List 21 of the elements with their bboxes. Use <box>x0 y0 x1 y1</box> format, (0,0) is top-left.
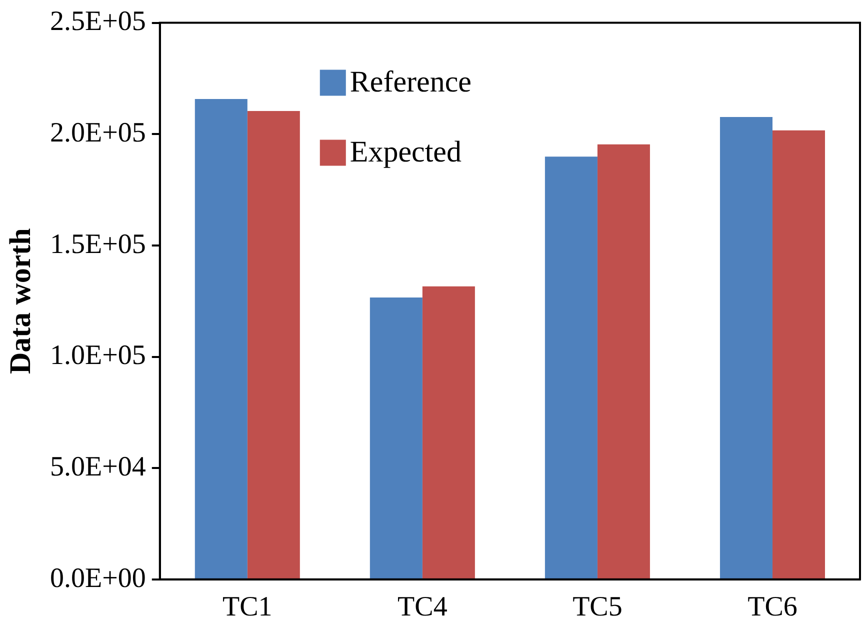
bar <box>370 298 422 579</box>
x-tick-label: TC4 <box>398 592 448 623</box>
bar <box>194 98 248 579</box>
bar <box>247 110 300 579</box>
bar <box>422 286 475 579</box>
x-tick-label: TC5 <box>572 592 622 623</box>
bar <box>597 144 650 579</box>
y-tick-label: 5.0E+04 <box>50 451 146 482</box>
y-tick-label: 1.5E+05 <box>50 228 146 260</box>
y-tick-label: 2.5E+05 <box>50 6 146 38</box>
y-tick-label: 1.0E+05 <box>50 340 146 372</box>
x-tick-label: TC6 <box>748 592 798 623</box>
bar <box>772 130 825 579</box>
bar <box>720 116 772 579</box>
y-tick-label: 2.0E+05 <box>50 117 146 148</box>
y-axis-title: Data worth <box>4 228 37 374</box>
x-tick-label: TC1 <box>222 592 272 623</box>
legend-label: Reference <box>350 66 472 99</box>
legend-label: Expected <box>350 136 462 169</box>
bar <box>544 156 598 579</box>
y-tick-label: 0.0E+00 <box>50 562 146 594</box>
